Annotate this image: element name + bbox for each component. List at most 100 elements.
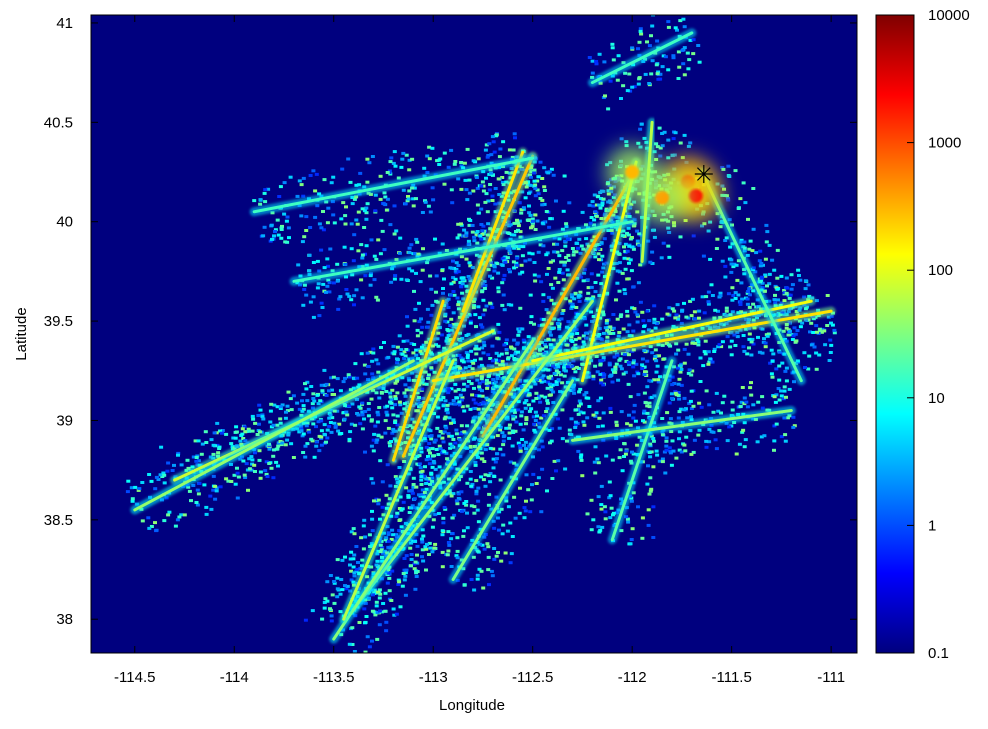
- density-cell: [725, 335, 730, 339]
- density-cell: [317, 269, 322, 273]
- density-cell: [539, 280, 544, 284]
- density-cell: [547, 428, 552, 432]
- density-cell: [149, 525, 154, 528]
- density-cell: [419, 450, 424, 454]
- density-cell: [407, 378, 412, 382]
- density-cell: [412, 506, 417, 510]
- density-cell: [344, 205, 348, 209]
- density-cell: [574, 250, 579, 254]
- density-cell: [532, 184, 537, 188]
- density-cell: [483, 284, 488, 287]
- density-cell: [455, 236, 460, 240]
- density-cell: [466, 242, 471, 246]
- density-cell: [399, 277, 404, 281]
- density-cell: [193, 439, 198, 443]
- density-cell: [645, 40, 649, 44]
- density-cell: [437, 444, 442, 448]
- density-cell: [675, 303, 680, 307]
- density-cell: [396, 578, 401, 582]
- density-cell: [388, 395, 393, 399]
- density-cell: [316, 420, 321, 424]
- density-cell: [361, 524, 366, 528]
- density-cell: [778, 313, 783, 317]
- density-cell: [360, 413, 365, 417]
- density-cell: [508, 460, 513, 464]
- density-cell: [363, 274, 368, 278]
- density-cell: [427, 157, 432, 161]
- density-cell: [242, 473, 247, 477]
- density-cell: [589, 498, 594, 502]
- density-cell: [375, 420, 380, 424]
- density-cell: [561, 209, 566, 213]
- density-cell: [319, 226, 324, 230]
- density-cell: [301, 392, 306, 396]
- density-cell: [308, 300, 313, 304]
- density-cell: [506, 303, 511, 307]
- density-cell: [512, 221, 517, 225]
- density-cell: [693, 317, 697, 321]
- density-cell: [424, 434, 429, 438]
- density-cell: [758, 280, 763, 284]
- density-cell: [706, 362, 711, 366]
- density-cell: [495, 516, 500, 520]
- density-cell: [213, 497, 218, 501]
- density-cell: [574, 306, 579, 309]
- density-cell: [524, 422, 528, 426]
- density-cell: [423, 199, 427, 203]
- density-cell: [619, 97, 623, 100]
- density-cell: [748, 239, 753, 243]
- density-cell: [257, 422, 261, 426]
- density-cell: [677, 448, 682, 452]
- density-cell: [236, 475, 241, 479]
- density-cell: [554, 369, 559, 373]
- density-cell: [310, 402, 315, 406]
- density-cell: [507, 423, 512, 427]
- density-cell: [321, 282, 326, 286]
- density-cell: [465, 356, 470, 359]
- density-cell: [698, 356, 703, 360]
- density-cell: [365, 635, 370, 639]
- density-cell: [419, 347, 424, 351]
- density-cell: [504, 348, 509, 351]
- density-cell: [476, 347, 481, 351]
- colorbar-tick-label: 1: [928, 517, 936, 534]
- density-cell: [397, 400, 402, 404]
- density-cell: [220, 431, 224, 435]
- density-cell: [500, 431, 505, 435]
- density-cell: [669, 392, 674, 396]
- density-cell: [456, 388, 461, 391]
- density-cell: [429, 434, 434, 438]
- density-cell: [783, 433, 788, 437]
- density-cell: [407, 158, 412, 162]
- density-cell: [374, 295, 379, 299]
- density-cell: [769, 372, 774, 376]
- density-cell: [243, 439, 248, 443]
- density-cell: [343, 376, 347, 380]
- density-cell: [596, 252, 601, 256]
- density-cell: [430, 550, 435, 554]
- density-cell: [179, 463, 184, 467]
- density-cell: [513, 352, 518, 356]
- density-cell: [464, 351, 469, 355]
- density-cell: [672, 309, 677, 313]
- density-cell: [498, 425, 503, 429]
- density-cell: [338, 295, 343, 299]
- density-cell: [454, 261, 459, 265]
- density-cell: [307, 430, 312, 434]
- density-cell: [563, 239, 568, 243]
- density-cell: [380, 480, 385, 484]
- density-cell: [158, 473, 163, 477]
- density-cell: [420, 211, 425, 214]
- density-cell: [584, 323, 589, 327]
- density-cell: [638, 300, 643, 304]
- density-cell: [392, 437, 397, 441]
- density-cell: [449, 494, 454, 498]
- density-cell: [673, 131, 678, 135]
- density-cell: [581, 247, 586, 251]
- density-cell: [767, 282, 772, 286]
- density-cell: [772, 268, 777, 272]
- density-cell: [490, 276, 495, 280]
- density-cell: [462, 228, 467, 232]
- density-cell: [554, 199, 558, 203]
- density-cell: [382, 191, 387, 195]
